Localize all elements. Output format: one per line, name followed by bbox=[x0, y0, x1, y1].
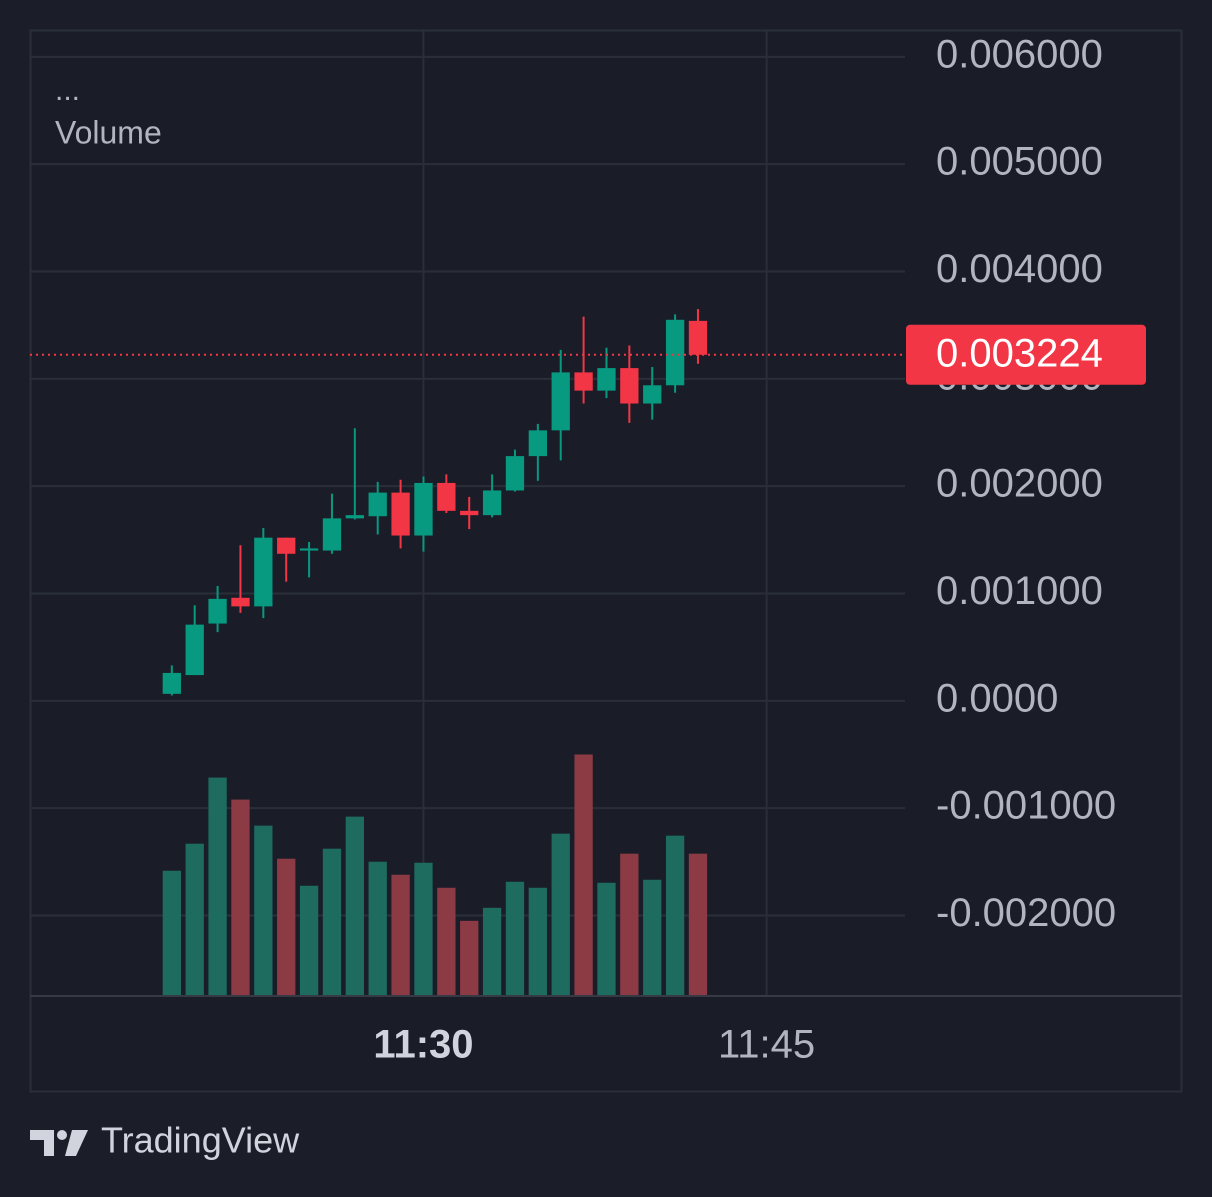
volume-bar bbox=[368, 861, 387, 996]
y-tick-label: 0.0000 bbox=[936, 676, 1058, 720]
candle-layer bbox=[162, 309, 708, 696]
volume-bar bbox=[665, 835, 685, 996]
last-price-label: 0.003224 bbox=[936, 331, 1103, 375]
volume-bar bbox=[322, 848, 342, 996]
candle-body bbox=[437, 482, 456, 511]
volume-bar bbox=[345, 816, 364, 996]
x-tick-label: 11:45 bbox=[718, 1023, 815, 1067]
legend-title: ... bbox=[55, 74, 80, 107]
logo-shape bbox=[65, 1130, 88, 1156]
volume-bar bbox=[414, 862, 433, 996]
volume-legend: Volume bbox=[55, 114, 162, 150]
candle-body bbox=[299, 548, 319, 551]
candle-body bbox=[460, 510, 479, 516]
x-tick-label: 11:30 bbox=[373, 1023, 473, 1067]
volume-bar bbox=[482, 907, 502, 996]
candle-body bbox=[185, 624, 204, 676]
logo-shape bbox=[30, 1130, 54, 1156]
volume-layer bbox=[162, 754, 708, 996]
candle-body bbox=[322, 518, 342, 551]
volume-bar bbox=[643, 879, 662, 996]
candle-body bbox=[597, 368, 616, 391]
grid bbox=[30, 30, 905, 996]
volume-bar bbox=[277, 858, 296, 996]
candle-body bbox=[208, 598, 227, 624]
last-price-badge bbox=[906, 324, 1146, 385]
y-tick-label: -0.001000 bbox=[936, 784, 1116, 828]
candle-body bbox=[391, 492, 410, 536]
y-tick-label: 0.004000 bbox=[936, 247, 1103, 291]
candle-body bbox=[528, 430, 547, 457]
y-tick-label: 0.001000 bbox=[936, 569, 1103, 613]
tradingview-logo: TradingView bbox=[30, 1120, 300, 1161]
candle-body bbox=[574, 372, 593, 391]
volume-bar bbox=[597, 882, 616, 996]
volume-bar bbox=[391, 874, 410, 996]
candle-body bbox=[551, 372, 570, 431]
y-tick-label: 0.006000 bbox=[936, 32, 1103, 76]
y-tick-label: -0.002000 bbox=[936, 891, 1116, 935]
axis-layer: 0.0060000.0050000.0040000.0030000.002000… bbox=[30, 32, 1146, 1067]
y-tick-label: 0.002000 bbox=[936, 462, 1103, 506]
volume-bar bbox=[551, 833, 570, 996]
volume-bar bbox=[574, 754, 593, 996]
candle-body bbox=[665, 319, 685, 386]
candle-body bbox=[643, 385, 662, 404]
candle-body bbox=[231, 597, 250, 607]
volume-bar bbox=[185, 843, 204, 996]
volume-bar bbox=[437, 887, 456, 996]
candle-body bbox=[162, 672, 181, 694]
candle-body bbox=[505, 456, 525, 491]
candle-body bbox=[277, 537, 296, 554]
volume-bar bbox=[208, 777, 227, 996]
candle-body bbox=[254, 537, 273, 607]
brand-name: TradingView bbox=[101, 1120, 300, 1161]
candle-body bbox=[620, 368, 639, 404]
volume-bar bbox=[505, 881, 525, 996]
volume-bar bbox=[254, 825, 273, 996]
candle-body bbox=[414, 482, 433, 536]
candle-body bbox=[482, 490, 502, 516]
volume-bar bbox=[688, 853, 708, 996]
volume-bar bbox=[528, 887, 547, 996]
candle-body bbox=[345, 515, 364, 519]
logo-shape bbox=[57, 1130, 67, 1140]
volume-bar bbox=[231, 799, 250, 996]
volume-bar bbox=[460, 920, 479, 996]
volume-bar bbox=[620, 853, 639, 996]
volume-bar bbox=[162, 870, 181, 996]
candle-body bbox=[368, 492, 387, 517]
volume-bar bbox=[299, 885, 319, 996]
y-tick-label: 0.005000 bbox=[936, 140, 1103, 184]
candle-body bbox=[688, 320, 708, 355]
